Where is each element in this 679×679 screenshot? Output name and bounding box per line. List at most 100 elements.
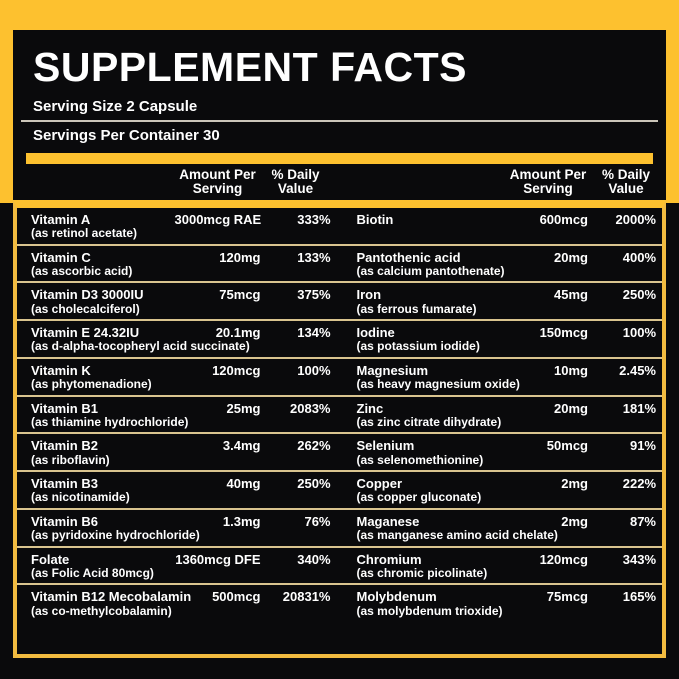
table-row: Vitamin B1 (as thiamine hydrochloride) 2… [17,397,662,435]
nutrient-name: Vitamin B12 Mecobalamin [31,589,192,605]
supplement-facts-title: SUPPLEMENT FACTS [33,44,467,90]
nutrient-source: (as thiamine hydrochloride) [31,414,189,429]
nutrient-daily-value: 20831% [282,589,331,605]
daily-value-header-right: % Daily Value [601,166,651,197]
nutrient-daily-value: 91% [629,438,656,454]
nutrient-daily-value: 375% [297,287,331,303]
nutrient-source: (as riboflavin) [31,452,110,467]
nutrient-amount: 75mcg [546,589,588,605]
nutrient-source: (as phytomenadione) [31,377,152,392]
nutrient-source: (as molybdenum trioxide) [356,603,503,618]
nutrient-name-cell-left: Vitamin K (as phytomenadione) [31,363,175,392]
nutrient-name: Biotin [356,211,394,227]
nutrient-name: Magnesium [356,362,429,378]
nutrient-source: (as retinol acetate) [31,226,138,241]
nutrient-source: (as d-alpha-tocopheryl acid succinate) [31,339,250,354]
nutrient-daily-value: 250% [622,287,656,303]
header-top-yellow-bar [26,152,653,164]
nutrient-daily-value: 340% [297,551,331,567]
nutrient-daily-value: 2.45% [619,362,656,378]
nutrient-daily-value: 400% [622,249,656,265]
nutrient-name-cell-left: Vitamin E 24.32IU (as d-alpha-tocopheryl… [31,325,250,354]
nutrient-amount: 40mg [226,476,261,492]
nutrient-daily-value: 181% [622,400,656,416]
nutrient-amount: 75mcg [219,287,261,303]
table-row: Vitamin K (as phytomenadione) 120mcg 100… [17,359,662,397]
nutrient-amount: 120mcg [539,551,588,567]
nutrient-name: Vitamin A [31,211,91,227]
nutrient-amount: 1360mcg DFE [175,551,261,567]
table-row: Folate (as Folic Acid 80mcg) 1360mcg DFE… [17,548,662,586]
nutrient-source: (as cholecalciferol) [31,301,140,316]
nutrient-name-cell-right: Molybdenum (as molybdenum trioxide) [356,589,503,618]
nutrient-name: Copper [356,476,403,492]
amount-per-serving-header-left: Amount Per Serving [179,166,256,197]
nutrient-source: (as pyridoxine hydrochloride) [31,528,200,543]
nutrient-name: Pantothenic acid [356,249,461,265]
nutrient-name: Vitamin B1 [31,400,98,416]
table-row: Vitamin B2 (as riboflavin) 3.4mg 262% Se… [17,434,662,473]
nutrient-name-cell-right: Magnesium (as heavy magnesium oxide) [356,362,520,392]
nutrient-amount: 3000mcg RAE [174,211,262,227]
table-row: Vitamin A (as retinol acetate) 3000mcg R… [17,208,662,246]
nutrient-name: Maganese [356,513,420,529]
nutrient-daily-value: 133% [297,249,331,265]
nutrient-source: (as calcium pantothenate) [356,263,505,278]
nutrient-name-cell-right: Biotin [357,212,501,227]
nutrient-name-cell-left: Vitamin B12 Mecobalamin (as co-methylcob… [31,589,192,618]
nutrient-daily-value: 262% [297,438,331,454]
nutrient-name-cell-left: Vitamin B3 (as nicotinamide) [31,476,175,505]
servings-per-container-text: Servings Per Container 30 [33,126,220,144]
nutrient-daily-value: 134% [297,325,331,341]
nutrient-amount: 500mcg [212,589,261,605]
nutrient-name-cell-left: Vitamin B1 (as thiamine hydrochloride) [31,400,189,430]
nutrient-name-cell-right: Chromium (as chromic picolinate) [357,552,501,581]
nutrient-name-cell-right: Pantothenic acid (as calcium pantothenat… [356,249,505,279]
nutrient-amount: 50mcg [546,438,588,454]
nutrient-name: Vitamin D3 3000IU [31,287,144,303]
nutrient-source: (as chromic picolinate) [356,566,488,580]
nutrient-name-cell-right: Selenium (as selenomethionine) [357,438,501,467]
nutrient-source: (as nicotinamide) [31,490,130,505]
nutrient-name-cell-left: Vitamin B6 (as pyridoxine hydrochloride) [31,513,200,543]
nutrient-name: Folate [31,551,70,567]
nutrient-name-cell-right: Zinc (as zinc citrate dihydrate) [356,401,502,430]
nutrient-amount: 20mg [554,249,588,265]
nutrient-name-cell-right: Copper (as copper gluconate) [357,476,501,505]
nutrient-daily-value: 100% [622,325,656,341]
nutrient-name-cell-left: Vitamin B2 (as riboflavin) [31,438,175,467]
nutrient-name: Vitamin B3 [31,476,98,492]
table-row: Vitamin E 24.32IU (as d-alpha-tocopheryl… [17,321,662,359]
nutrient-daily-value: 333% [297,211,331,227]
serving-divider-line [21,119,658,122]
table-row: Vitamin B6 (as pyridoxine hydrochloride)… [17,510,662,548]
nutrient-amount: 120mg [219,249,261,265]
nutrient-amount: 25mg [226,400,261,416]
nutrient-source: (as selenomethionine) [356,452,484,467]
nutrient-name: Vitamin K [31,362,91,378]
nutrient-name: Vitamin E 24.32IU [31,325,140,341]
nutrient-daily-value: 2000% [615,211,656,227]
nutrient-amount: 20.1mg [215,325,261,341]
table-row: Vitamin D3 3000IU (as cholecalciferol) 7… [17,283,662,322]
nutrient-name: Vitamin B2 [31,438,98,454]
nutrient-source: (as zinc citrate dihydrate) [356,414,502,429]
header-center-gap [331,168,357,197]
nutrient-name: Vitamin B6 [31,513,98,529]
nutrient-name-cell-left: Vitamin D3 3000IU (as cholecalciferol) [31,287,175,316]
table-row: Vitamin C (as ascorbic acid) 120mg 133% … [17,246,662,284]
nutrient-daily-value: 76% [304,513,331,529]
nutrient-amount: 600mcg [539,211,588,227]
nutrient-name-cell-left: Vitamin C (as ascorbic acid) [31,250,175,279]
serving-size-text: Serving Size 2 Capsule [33,97,198,115]
nutrient-daily-value: 165% [622,589,656,605]
nutrient-daily-value: 100% [297,362,331,378]
nutrient-name-cell-left: Vitamin A (as retinol acetate) [31,212,175,241]
amount-per-serving-header-right: Amount Per Serving [509,166,587,197]
header-spacer-right [357,168,505,197]
nutrient-amount: 120mcg [212,362,261,378]
nutrient-amount: 3.4mg [222,438,261,454]
nutrient-name-cell-right: Iron (as ferrous fumarate) [357,287,501,316]
nutrient-amount: 150mcg [539,325,588,341]
nutrient-name-cell-right: Maganese (as manganese amino acid chelat… [356,513,558,543]
